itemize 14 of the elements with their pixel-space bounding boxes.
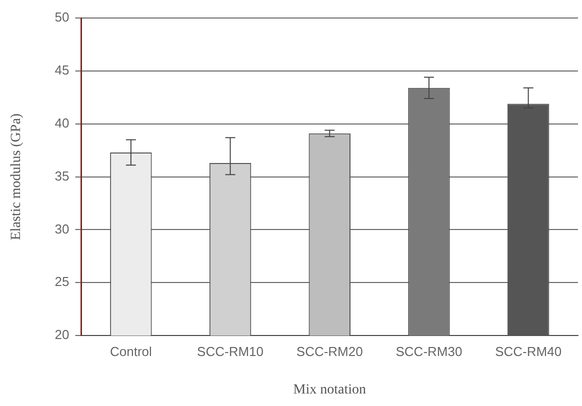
y-tick-label: 50	[54, 10, 70, 25]
x-tick-label: SCC-RM30	[396, 344, 462, 359]
x-tick-label: SCC-RM40	[495, 344, 562, 359]
y-tick-label: 40	[54, 115, 70, 130]
y-tick-label: 30	[54, 221, 70, 236]
y-tick-label: 35	[54, 168, 70, 184]
x-tick-label: Control	[110, 344, 152, 359]
y-tick-label: 45	[54, 62, 70, 78]
y-axis-title: Elastic modulus (GPa)	[9, 113, 24, 240]
x-tick-label: SCC-RM20	[296, 344, 363, 359]
x-axis-title: Mix notation	[293, 382, 366, 398]
y-tick-label: 25	[54, 274, 70, 290]
x-tick-label: SCC-RM10	[197, 344, 264, 359]
y-tick-label: 20	[54, 327, 70, 342]
